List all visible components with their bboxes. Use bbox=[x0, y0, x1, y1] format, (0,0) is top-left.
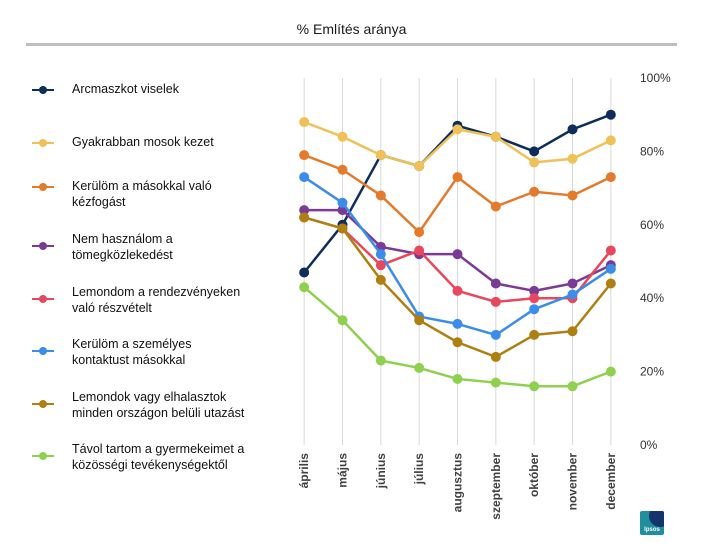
legend-label: Lemondok vagy elhalasztok minden országon… bbox=[72, 390, 245, 420]
y-tick-label: 80% bbox=[640, 144, 664, 158]
data-point bbox=[567, 326, 578, 337]
y-tick-label: 0% bbox=[640, 438, 658, 452]
data-point bbox=[529, 329, 540, 340]
data-point bbox=[375, 355, 386, 366]
legend-label: Gyakrabban mosok kezet bbox=[72, 135, 214, 149]
data-point bbox=[605, 109, 616, 120]
data-point bbox=[567, 289, 578, 300]
data-point bbox=[299, 150, 310, 161]
data-point bbox=[567, 153, 578, 164]
data-point bbox=[605, 263, 616, 274]
y-tick-label: 40% bbox=[640, 291, 664, 305]
logo-swoosh bbox=[649, 511, 664, 527]
data-point bbox=[452, 172, 463, 183]
legend-swatch-dot bbox=[39, 183, 47, 191]
x-tick-label: augusztus bbox=[451, 453, 465, 513]
data-point bbox=[567, 124, 578, 135]
data-point bbox=[414, 161, 425, 172]
data-point bbox=[529, 381, 540, 392]
legend-swatch-dot bbox=[39, 347, 47, 355]
data-point bbox=[375, 249, 386, 260]
data-point bbox=[299, 212, 310, 223]
data-point bbox=[452, 337, 463, 348]
ipsos-logo: Ipsos bbox=[640, 511, 664, 535]
data-point bbox=[452, 285, 463, 296]
data-point bbox=[529, 157, 540, 168]
data-point bbox=[337, 197, 348, 208]
data-point bbox=[375, 274, 386, 285]
data-point bbox=[299, 282, 310, 293]
legend-swatch-dot bbox=[39, 139, 47, 147]
data-point bbox=[414, 315, 425, 326]
data-point bbox=[490, 278, 501, 289]
data-point bbox=[337, 315, 348, 326]
data-point bbox=[490, 296, 501, 307]
legend-label: Kerülöm a személyes kontaktust másokkal bbox=[72, 337, 192, 367]
x-tick-label: december bbox=[604, 453, 618, 510]
x-tick-label: június bbox=[374, 453, 388, 490]
data-point bbox=[414, 362, 425, 373]
data-point bbox=[490, 377, 501, 388]
data-point bbox=[299, 205, 310, 216]
data-point bbox=[605, 172, 616, 183]
data-point bbox=[452, 318, 463, 329]
legend-label: Távol tartom a gyermekeimet a közösségi t… bbox=[72, 442, 245, 472]
data-point bbox=[375, 260, 386, 271]
data-point bbox=[299, 172, 310, 183]
data-point bbox=[375, 150, 386, 161]
data-point bbox=[375, 190, 386, 201]
data-point bbox=[605, 278, 616, 289]
data-point bbox=[529, 304, 540, 315]
x-tick-label: október bbox=[527, 453, 541, 497]
x-tick-label: április bbox=[297, 453, 311, 489]
data-point bbox=[490, 329, 501, 340]
data-point bbox=[529, 293, 540, 304]
x-tick-label: július bbox=[412, 453, 426, 486]
data-point bbox=[337, 223, 348, 234]
logo-text: Ipsos bbox=[644, 527, 660, 533]
y-tick-label: 20% bbox=[640, 365, 664, 379]
data-point bbox=[605, 135, 616, 146]
y-tick-label: 60% bbox=[640, 218, 664, 232]
data-point bbox=[490, 351, 501, 362]
chart-title: % Említés aránya bbox=[296, 21, 407, 37]
data-point bbox=[490, 201, 501, 212]
data-point bbox=[337, 164, 348, 175]
data-point bbox=[452, 249, 463, 260]
y-tick-label: 100% bbox=[640, 71, 671, 85]
legend-swatch-dot bbox=[39, 242, 47, 250]
data-point bbox=[605, 366, 616, 377]
data-point bbox=[567, 190, 578, 201]
legend-label: Kerülöm a másokkal való kézfogást bbox=[72, 179, 212, 209]
data-point bbox=[490, 131, 501, 142]
legend-swatch-dot bbox=[39, 400, 47, 408]
legend-label: Arcmaszkot viselek bbox=[72, 82, 179, 96]
x-tick-label: november bbox=[566, 453, 580, 511]
data-point bbox=[414, 227, 425, 238]
data-point bbox=[605, 245, 616, 256]
legend-swatch-dot bbox=[39, 295, 47, 303]
legend: Arcmaszkot viselek Gyakrabban mosok keze… bbox=[32, 0, 292, 549]
data-point bbox=[414, 245, 425, 256]
legend-swatch-dot bbox=[39, 86, 47, 94]
data-point bbox=[337, 131, 348, 142]
data-point bbox=[529, 186, 540, 197]
data-point bbox=[452, 124, 463, 135]
data-point bbox=[299, 117, 310, 128]
x-tick-label: szeptember bbox=[489, 453, 503, 520]
data-point bbox=[299, 267, 310, 278]
legend-label: Lemondom a rendezvényeken való részvételt bbox=[72, 285, 241, 315]
data-point bbox=[567, 278, 578, 289]
x-tick-label: május bbox=[336, 453, 350, 488]
title-divider bbox=[26, 43, 677, 46]
legend-swatch-dot bbox=[39, 452, 47, 460]
legend-label: Nem használom a tömegközlekedést bbox=[72, 232, 173, 262]
data-point bbox=[452, 373, 463, 384]
data-point bbox=[529, 146, 540, 157]
data-point bbox=[529, 285, 540, 296]
data-point bbox=[567, 381, 578, 392]
